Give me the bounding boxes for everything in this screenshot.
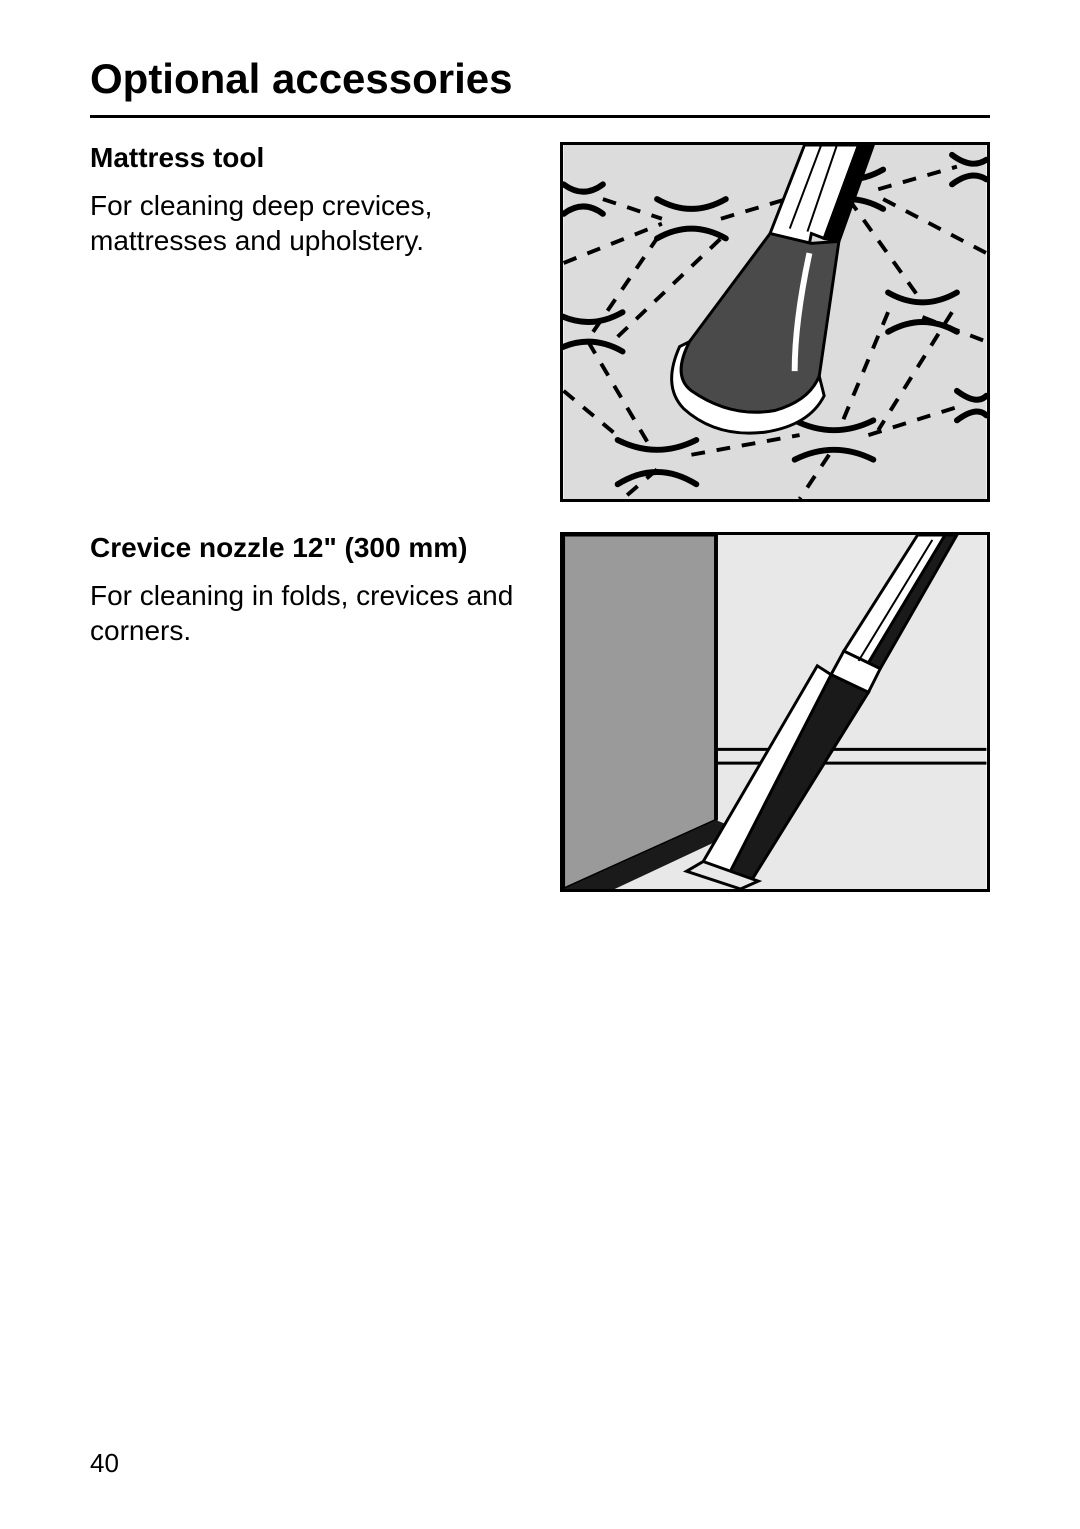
illustration-column [560,532,990,892]
page-number: 40 [90,1448,119,1479]
section-crevice-nozzle: Crevice nozzle 12" (300 mm) For cleaning… [90,532,990,892]
body-text-crevice-nozzle: For cleaning in folds, crevices and corn… [90,578,540,648]
illustration-column [560,142,990,502]
page-title: Optional accessories [90,55,990,118]
subheading-crevice-nozzle: Crevice nozzle 12" (300 mm) [90,532,540,564]
crevice-nozzle-illustration [560,532,990,892]
text-column: Crevice nozzle 12" (300 mm) For cleaning… [90,532,560,648]
section-mattress-tool: Mattress tool For cleaning deep crevices… [90,142,990,502]
mattress-tool-illustration [560,142,990,502]
text-column: Mattress tool For cleaning deep crevices… [90,142,560,258]
subheading-mattress-tool: Mattress tool [90,142,540,174]
body-text-mattress-tool: For cleaning deep crevices, mattresses a… [90,188,540,258]
document-page: Optional accessories Mattress tool For c… [0,0,1080,1529]
